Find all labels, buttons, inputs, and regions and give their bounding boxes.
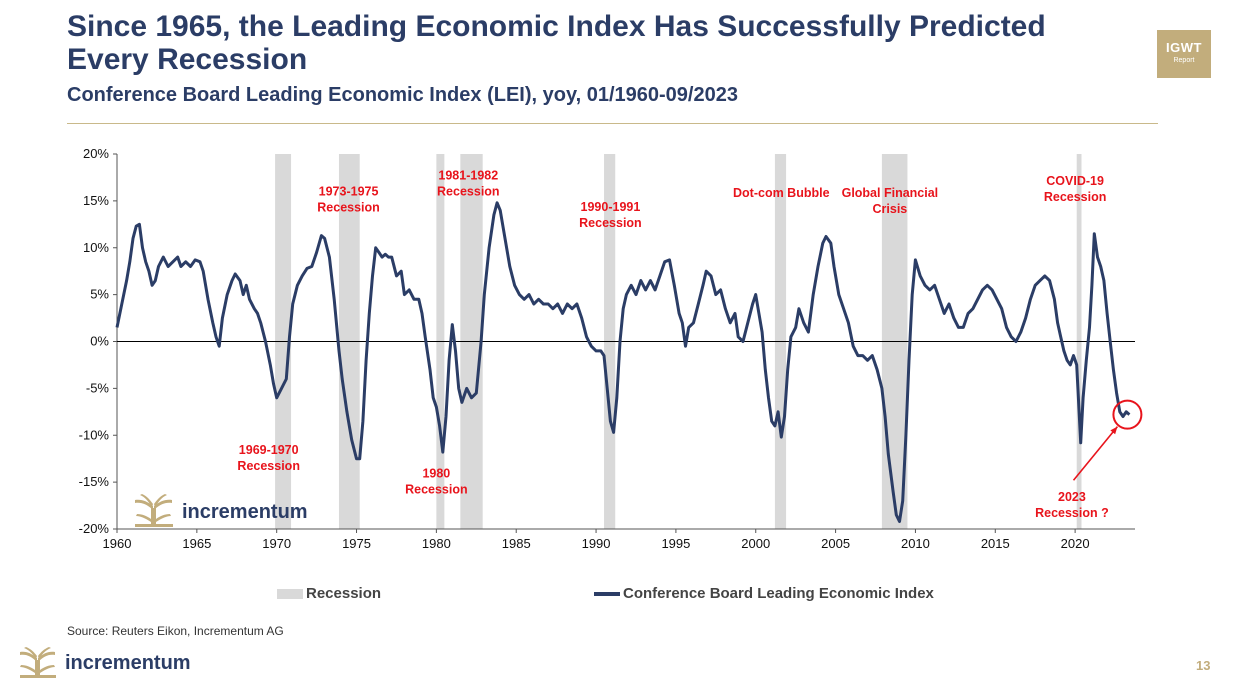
y-tick-label: 5% [90,287,109,302]
x-tick-label: 1960 [103,536,132,551]
recession-annotation: COVID-19 Recession [1044,174,1107,204]
x-tick-label: 2010 [901,536,930,551]
y-tick-label: -15% [79,474,110,489]
recession-swatch [277,589,303,600]
footer-logo: incrementum [18,647,191,684]
y-tick-label: 10% [83,240,109,255]
lei-chart: 20% 15% 10% 5% 0% -5% -10% -15% -20%1960 1965 1970… [79,146,1143,551]
page-subtitle: Conference Board Leading Economic Index … [67,84,738,106]
x-tick-label: 1990 [582,536,611,551]
lei-swatch [594,592,620,597]
lei-series-line [115,201,1131,523]
x-tick-label: 2005 [821,536,850,551]
y-tick-label: 20% [83,146,109,161]
legend-lei-label: Conference Board Leading Economic Index [623,585,934,602]
recession-annotation: Global Financial Crisis [842,186,939,216]
badge-title: IGWT [1166,40,1202,55]
y-tick-label: 15% [83,193,109,208]
page-number: 13 [1196,658,1211,673]
annotation-arrowhead [1110,426,1118,435]
legend-recession: Recession [277,585,381,602]
x-tick-label: 2000 [741,536,770,551]
x-tick-label: 1980 [422,536,451,551]
chart-logo-text: incrementum [182,501,308,523]
x-tick-label: 1975 [342,536,371,551]
x-tick-label: 1985 [502,536,531,551]
recession-annotation: Dot-com Bubble [733,186,830,200]
tree-logo-icon [20,647,56,678]
x-tick-label: 2015 [981,536,1010,551]
source-note: Source: Reuters Eikon, Incrementum AG [67,624,284,638]
annotation-arrow [1072,426,1119,481]
title-divider [67,123,1158,124]
recession-annotation: 1969-1970 Recession [237,443,300,473]
chart-logo: incrementum [133,494,308,533]
latest-value-circle [1112,399,1143,430]
recession-annotation: 1973-1975 Recession [317,184,380,214]
x-tick-label: 1970 [262,536,291,551]
tree-logo-icon [135,494,173,527]
x-tick-label: 1965 [182,536,211,551]
footer-logo-text: incrementum [65,652,191,674]
y-tick-label: -10% [79,427,110,442]
recession-annotation: 2023 Recession ? [1035,490,1109,520]
recession-annotation: 1980 Recession [405,466,468,496]
y-tick-label: -20% [79,521,110,536]
igwt-badge: IGWT Report [1157,30,1211,78]
x-tick-label: 1995 [661,536,690,551]
recession-annotation: 1990-1991 Recession [579,200,642,230]
recession-annotation: 1981-1982 Recession [437,168,500,198]
page-title: Since 1965, the Leading Economic Index H… [67,10,1046,76]
y-tick-label: 0% [90,334,109,349]
y-tick-label: -5% [86,380,110,395]
legend-recession-label: Recession [306,585,382,602]
legend-lei: Conference Board Leading Economic Index [594,585,934,602]
x-tick-label: 2020 [1061,536,1090,551]
badge-subtitle: Report [1173,57,1195,64]
